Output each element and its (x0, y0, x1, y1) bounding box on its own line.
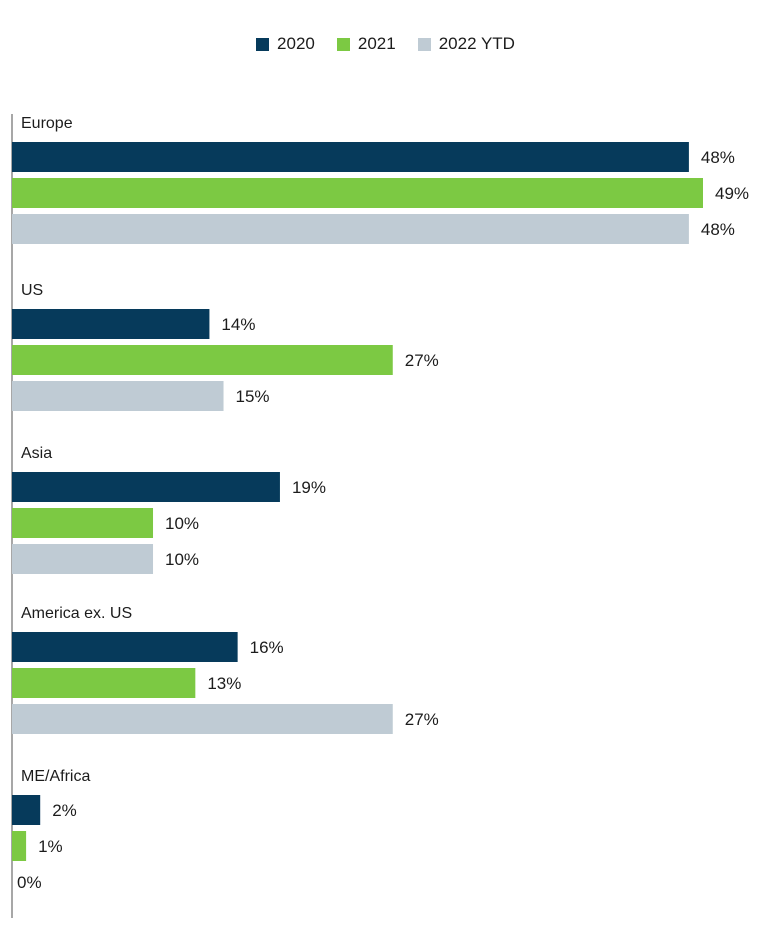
bar-asia-2022-ytd (12, 544, 154, 574)
value-label-us-2021: 27% (405, 351, 439, 370)
value-label-america-ex-us-2020: 16% (250, 638, 284, 657)
legend-label-2021: 2021 (357, 34, 396, 53)
value-label-asia-2022-ytd: 10% (165, 550, 199, 569)
value-label-europe-2022-ytd: 48% (701, 220, 735, 239)
value-label-america-ex-us-2021: 13% (207, 674, 241, 693)
category-label-america-ex-us: America ex. US (21, 605, 132, 622)
bar-me-africa-2021 (12, 831, 27, 861)
value-label-us-2022-ytd: 15% (236, 387, 270, 406)
value-label-me-africa-2020: 2% (52, 801, 77, 820)
legend-item-2022-ytd: 2022 YTD (417, 34, 515, 54)
legend-label-2020: 2020 (277, 34, 315, 53)
category-label-us: US (21, 282, 43, 299)
value-label-america-ex-us-2022-ytd: 27% (405, 710, 439, 729)
bar-america-ex-us-2020 (12, 632, 238, 662)
bar-me-africa-2020 (12, 795, 41, 825)
bar-europe-2020 (12, 142, 689, 172)
bar-us-2022-ytd (12, 381, 224, 411)
legend-label-2022-ytd: 2022 YTD (438, 34, 515, 53)
value-label-me-africa-2022-ytd: 0% (17, 873, 42, 892)
value-label-europe-2021: 49% (715, 184, 749, 203)
value-label-europe-2020: 48% (701, 148, 735, 167)
bar-us-2021 (12, 345, 393, 375)
legend-swatch-2021 (336, 37, 350, 51)
value-label-asia-2020: 19% (292, 478, 326, 497)
bar-america-ex-us-2021 (12, 668, 196, 698)
category-label-me-africa: ME/Africa (21, 768, 90, 785)
bar-europe-2022-ytd (12, 214, 689, 244)
bar-us-2020 (12, 309, 210, 339)
bar-asia-2021 (12, 508, 154, 538)
legend-item-2020: 2020 (256, 34, 315, 54)
bar-america-ex-us-2022-ytd (12, 704, 393, 734)
value-label-us-2020: 14% (221, 315, 255, 334)
category-label-europe: Europe (21, 115, 73, 132)
legend-swatch-2020 (256, 37, 270, 51)
category-label-asia: Asia (21, 445, 52, 462)
value-label-asia-2021: 10% (165, 514, 199, 533)
value-label-me-africa-2021: 1% (38, 837, 63, 856)
legend-item-2021: 2021 (336, 34, 396, 54)
chart-legend: 2020 2021 2022 YTD (0, 34, 771, 54)
bar-europe-2021 (12, 178, 703, 208)
bar-asia-2020 (12, 472, 280, 502)
legend-swatch-2022-ytd (417, 37, 431, 51)
